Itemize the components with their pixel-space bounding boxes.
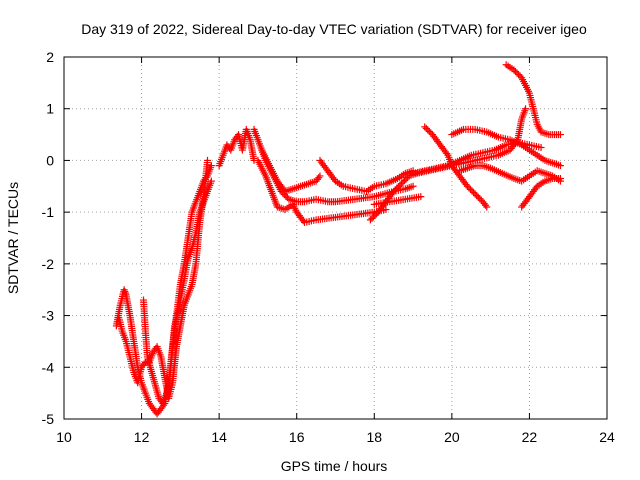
y-tick-label: 1 — [46, 101, 54, 117]
data-point-sat-l — [443, 150, 451, 158]
data-point-sat-p — [532, 184, 540, 192]
data-point-sat-a — [120, 286, 128, 294]
data-point-sat-e — [282, 192, 290, 200]
data-point-sat-i — [366, 216, 374, 224]
x-tick-label: 18 — [366, 429, 382, 445]
x-tick-label: 10 — [56, 429, 72, 445]
data-point-sat-l — [422, 124, 430, 132]
data-point-sat-l — [468, 187, 476, 195]
data-point-sat-i — [394, 183, 402, 191]
data-point-sat-i — [368, 214, 376, 222]
data-point-sat-c — [207, 177, 215, 185]
data-point-sat-i — [393, 184, 401, 192]
data-point-sat-b — [140, 360, 148, 368]
data-point-sat-i — [399, 178, 407, 186]
data-point-sat-f — [316, 172, 324, 180]
x-tick-label: 14 — [211, 429, 227, 445]
data-point-sat-l — [465, 184, 473, 192]
x-tick-label: 24 — [599, 429, 615, 445]
data-point-sat-i — [370, 213, 378, 221]
data-point-sat-l — [424, 126, 432, 134]
x-tick-label: 16 — [289, 429, 305, 445]
data-point-sat-l — [463, 182, 471, 190]
y-tick-label: 0 — [46, 152, 54, 168]
data-point-sat-i — [396, 181, 404, 189]
data-point-sat-o — [511, 67, 519, 75]
x-tick-label: 22 — [522, 429, 538, 445]
data-point-sat-i — [401, 177, 409, 185]
data-point-sat-i — [390, 187, 398, 195]
data-point-sat-o — [513, 69, 521, 77]
y-tick-label: 2 — [46, 49, 54, 65]
y-tick-label: -5 — [42, 411, 55, 427]
data-point-sat-a — [121, 289, 129, 297]
data-point-sat-i — [397, 180, 405, 188]
data-point-sat-i — [391, 186, 399, 194]
data-point-sat-g — [299, 217, 307, 225]
data-point-sat-o — [515, 71, 523, 79]
data-point-sat-g — [382, 206, 390, 214]
data-point-sat-o — [556, 131, 564, 139]
y-tick-label: -3 — [42, 308, 55, 324]
data-point-sat-e — [409, 182, 417, 190]
plot-area-border — [63, 56, 608, 420]
data-point-sat-f — [315, 174, 323, 182]
x-tick-label: 20 — [444, 429, 460, 445]
x-axis-label: GPS time / hours — [281, 458, 388, 474]
data-point-sat-l — [474, 193, 482, 201]
y-tick-label: -1 — [42, 204, 55, 220]
data-point-sat-l — [471, 190, 479, 198]
data-point-sat-l — [425, 127, 433, 135]
data-point-sat-j — [417, 193, 425, 201]
data-point-sat-i — [371, 211, 379, 219]
data-point-sat-l — [466, 185, 474, 193]
data-point-sat-m — [556, 162, 564, 170]
data-point-sat-l — [483, 203, 491, 211]
data-point-sat-i — [402, 175, 410, 183]
data-point-sat-a — [207, 162, 215, 170]
grid-lines — [64, 57, 607, 419]
y-tick-label: -2 — [42, 256, 55, 272]
chart-title: Day 319 of 2022, Sidereal Day-to-day VTE… — [81, 21, 587, 37]
data-point-sat-p — [556, 175, 564, 183]
y-tick-label: -4 — [42, 359, 55, 375]
data-points — [112, 61, 564, 418]
data-point-sat-l — [470, 188, 478, 196]
data-point-sat-i — [522, 105, 530, 113]
data-point-sat-b — [204, 156, 212, 164]
x-tick-label: 12 — [134, 429, 150, 445]
data-point-sat-l — [421, 123, 429, 131]
data-point-sat-o — [510, 66, 518, 74]
data-point-sat-l — [473, 192, 481, 200]
data-point-sat-a — [121, 287, 129, 295]
data-point-sat-l — [481, 201, 489, 209]
data-point-sat-l — [476, 195, 484, 203]
data-point-sat-k — [537, 144, 545, 151]
y-axis-label: SDTVAR / TECUs — [5, 182, 21, 294]
data-point-sat-h — [330, 175, 338, 183]
